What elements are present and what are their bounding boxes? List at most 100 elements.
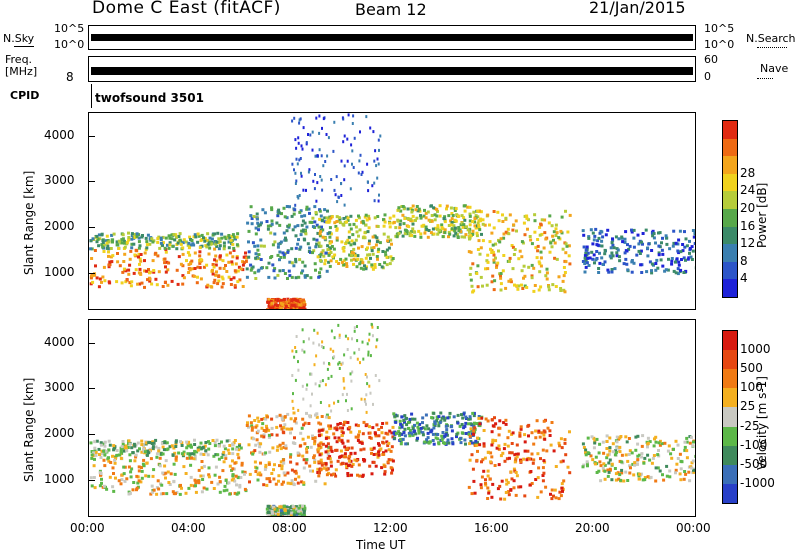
echo-cell	[151, 490, 155, 494]
echo-cell	[584, 448, 588, 452]
echo-cell	[193, 267, 197, 270]
echo-cell	[278, 300, 282, 303]
echo-cell	[388, 221, 391, 225]
echo-cell	[143, 251, 147, 255]
echo-cell	[113, 461, 117, 465]
echo-cell	[654, 435, 658, 439]
echo-cell	[265, 266, 269, 270]
echo-cell	[436, 209, 439, 213]
echo-cell	[537, 288, 541, 292]
echo-cell	[94, 453, 98, 457]
echo-cell	[122, 267, 126, 271]
echo-cell	[292, 509, 296, 513]
echo-cell	[473, 426, 477, 430]
echo-cell	[325, 269, 329, 273]
echo-cell	[502, 421, 506, 425]
echo-cell	[227, 439, 231, 442]
echo-cell	[294, 171, 297, 175]
echo-cell	[598, 231, 602, 235]
echo-cell	[317, 429, 321, 433]
echo-cell	[564, 242, 568, 246]
echo-cell	[266, 511, 270, 514]
echo-cell	[282, 480, 285, 484]
colorbar-tick-label: 24	[740, 183, 756, 198]
echo-cell	[541, 466, 545, 470]
echo-cell	[147, 441, 151, 445]
echo-cell	[322, 254, 326, 258]
echo-cell	[354, 238, 358, 242]
echo-cell	[485, 259, 489, 263]
echo-cell	[424, 216, 428, 220]
echo-cell	[256, 429, 260, 433]
echo-cell	[359, 153, 362, 157]
echo-cell	[468, 230, 471, 234]
echo-cell	[125, 449, 129, 453]
echo-cell	[382, 232, 386, 236]
echo-cell	[229, 283, 233, 286]
echo-cell	[603, 469, 607, 473]
echo-cell	[166, 243, 169, 247]
echo-cell	[266, 227, 270, 231]
echo-cell	[470, 492, 474, 496]
echo-cell	[636, 233, 640, 237]
echo-cell	[472, 429, 476, 433]
echo-cell	[455, 233, 459, 237]
echo-cell	[319, 214, 323, 218]
echo-cell	[114, 457, 117, 461]
echo-cell	[690, 258, 694, 261]
echo-cell	[237, 448, 241, 452]
echo-cell	[294, 182, 297, 185]
echo-cell	[144, 236, 148, 240]
echo-cell	[347, 459, 351, 463]
echo-cell	[302, 513, 306, 516]
echo-cell	[491, 438, 495, 442]
echo-cell	[283, 215, 287, 219]
echo-cell	[467, 432, 471, 436]
echo-cell	[593, 261, 596, 265]
echo-cell	[365, 265, 368, 269]
echo-cell	[498, 484, 502, 488]
echo-cell	[182, 450, 186, 454]
echo-cell	[492, 260, 496, 264]
echo-cell	[450, 227, 454, 231]
cpid-value: twofsound 3501	[95, 91, 204, 105]
echo-cell	[346, 137, 349, 141]
echo-cell	[146, 278, 149, 282]
velocity-ylabel: Slant Range [km]	[22, 377, 36, 482]
echo-cell	[236, 269, 240, 273]
echo-cell	[102, 458, 106, 462]
echo-cell	[665, 242, 669, 246]
echo-cell	[443, 215, 447, 219]
echo-cell	[109, 461, 113, 464]
echo-cell	[626, 459, 630, 463]
echo-cell	[398, 426, 402, 430]
echo-cell	[221, 282, 225, 286]
echo-cell	[192, 457, 196, 461]
echo-cell	[299, 233, 303, 237]
echo-cell	[305, 188, 307, 192]
echo-cell	[318, 453, 322, 457]
echo-cell	[324, 462, 328, 466]
echo-cell	[91, 280, 95, 284]
echo-cell	[311, 251, 314, 255]
echo-cell	[180, 444, 184, 447]
echo-cell	[273, 463, 276, 467]
echo-cell	[499, 276, 503, 280]
echo-cell	[215, 240, 219, 244]
echo-cell	[622, 262, 626, 266]
echo-cell	[328, 455, 332, 459]
echo-cell	[498, 426, 502, 430]
echo-cell	[320, 428, 324, 432]
echo-cell	[385, 421, 389, 425]
echo-cell	[267, 462, 271, 466]
echo-cell	[284, 238, 288, 242]
echo-cell	[672, 447, 675, 451]
echo-cell	[273, 267, 277, 271]
echo-cell	[180, 452, 184, 456]
echo-cell	[385, 255, 389, 259]
echo-cell	[168, 445, 172, 449]
echo-cell	[301, 504, 304, 508]
echo-cell	[144, 248, 148, 252]
echo-cell	[457, 229, 461, 233]
echo-cell	[646, 436, 650, 440]
